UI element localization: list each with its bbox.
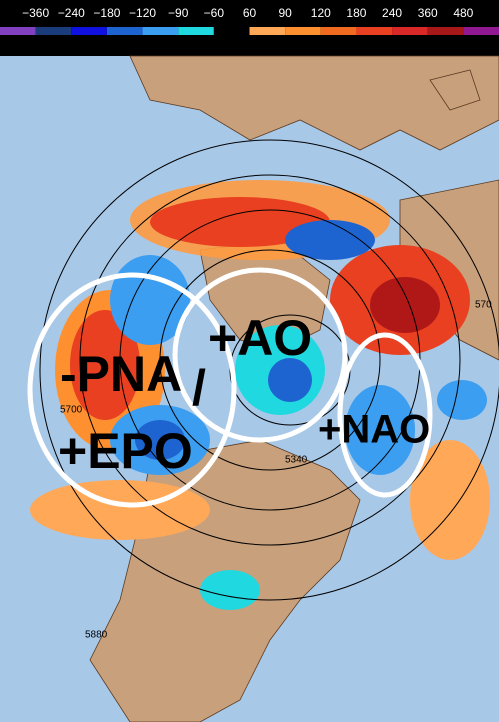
colorbar-swatch	[178, 27, 214, 35]
colorbar-label: −60	[204, 6, 225, 20]
colorbar-label: 120	[311, 6, 331, 20]
colorbar-swatch	[142, 27, 179, 35]
contour-label: 5880	[85, 630, 108, 641]
colorbar-swatch	[106, 27, 143, 35]
colorbar-label: 180	[346, 6, 366, 20]
colorbar-label: −180	[93, 6, 120, 20]
colorbar-swatch	[320, 27, 357, 35]
contour-label: 5700	[60, 405, 83, 416]
colorbar-swatch	[0, 27, 36, 35]
annotation: +EPO	[58, 423, 193, 479]
annotation: /	[192, 360, 206, 416]
colorbar-label: 360	[418, 6, 438, 20]
colorbar-label: 240	[382, 6, 402, 20]
annotation: -PNA	[60, 346, 182, 402]
colorbar-label: 480	[453, 6, 473, 20]
colorbar-swatch	[285, 27, 321, 35]
colorbar-swatch	[213, 27, 250, 35]
colorbar-swatch	[35, 27, 72, 35]
colorbar-swatch	[392, 27, 428, 35]
highlight-circles	[27, 267, 433, 508]
colorbar-swatch	[463, 27, 499, 35]
colorbar-swatch	[427, 27, 464, 35]
colorbar-label: −120	[129, 6, 156, 20]
colorbar-label: −90	[168, 6, 189, 20]
colorbar-swatch	[71, 27, 107, 35]
colorbar-label: 60	[243, 6, 257, 20]
colorbar-label: −240	[58, 6, 85, 20]
colorbar-swatch	[356, 27, 393, 35]
colorbar-label: −360	[22, 6, 49, 20]
contour-label: 5340	[285, 455, 308, 466]
colorbar-label: 90	[278, 6, 292, 20]
annotation: +NAO	[318, 408, 430, 452]
annotation: +AO	[208, 310, 312, 366]
colorbar-swatch	[249, 27, 286, 35]
contour-label: 570	[475, 300, 492, 311]
